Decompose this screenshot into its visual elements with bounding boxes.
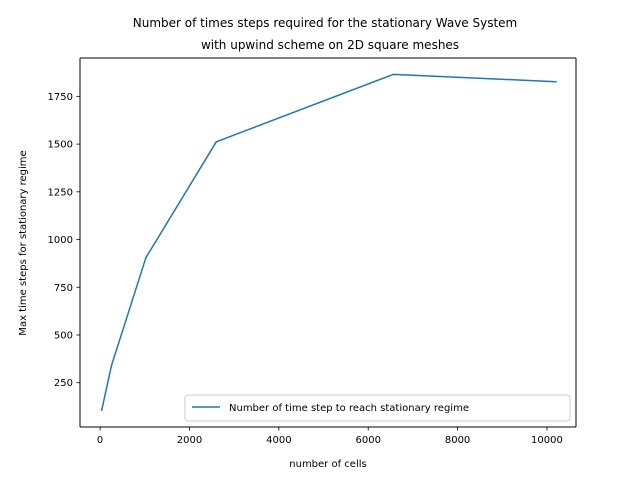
x-axis-ticks: 0 2000 4000 6000 8000 10000: [97, 427, 563, 446]
chart-title-line-1: Number of times steps required for the s…: [133, 16, 518, 30]
axes-frame: [79, 57, 577, 428]
legend-label: Number of time step to reach stationary …: [229, 403, 469, 414]
x-tick-label: 4000: [266, 435, 291, 446]
legend-frame: [184, 394, 571, 422]
y-tick-label: 250: [54, 378, 73, 389]
data-point: [100, 409, 103, 412]
y-tick-label: 1000: [48, 235, 73, 246]
y-tick-label: 1250: [48, 187, 73, 198]
data-point: [110, 364, 113, 367]
legend: Number of time step to reach stationary …: [184, 394, 571, 422]
y-tick-label: 500: [54, 330, 73, 341]
x-tick-label: 8000: [445, 435, 470, 446]
data-point: [145, 256, 147, 259]
y-axis-label: Max time steps for stationary regime: [18, 150, 29, 335]
chart-title: Number of times steps required for the s…: [133, 16, 518, 52]
y-tick-label: 1750: [48, 92, 73, 103]
y-tick-label: 750: [54, 283, 73, 294]
chart-title-line-2: with upwind scheme on 2D square meshes: [201, 38, 459, 52]
data-point: [392, 73, 395, 76]
x-tick-label: 2000: [177, 435, 202, 446]
plot-area: [80, 58, 576, 427]
x-tick-label: 0: [97, 435, 103, 446]
data-point: [555, 80, 557, 83]
y-axis-ticks: 250 500 750 1000 1250 1500 1750: [48, 92, 80, 389]
data-point: [215, 141, 218, 143]
x-axis-label: number of cells: [289, 459, 366, 470]
x-tick-label: 10000: [531, 435, 563, 446]
series-layer: [100, 73, 557, 412]
series-line: [100, 73, 556, 411]
y-tick-label: 1500: [48, 140, 73, 151]
x-tick-label: 6000: [355, 435, 380, 446]
